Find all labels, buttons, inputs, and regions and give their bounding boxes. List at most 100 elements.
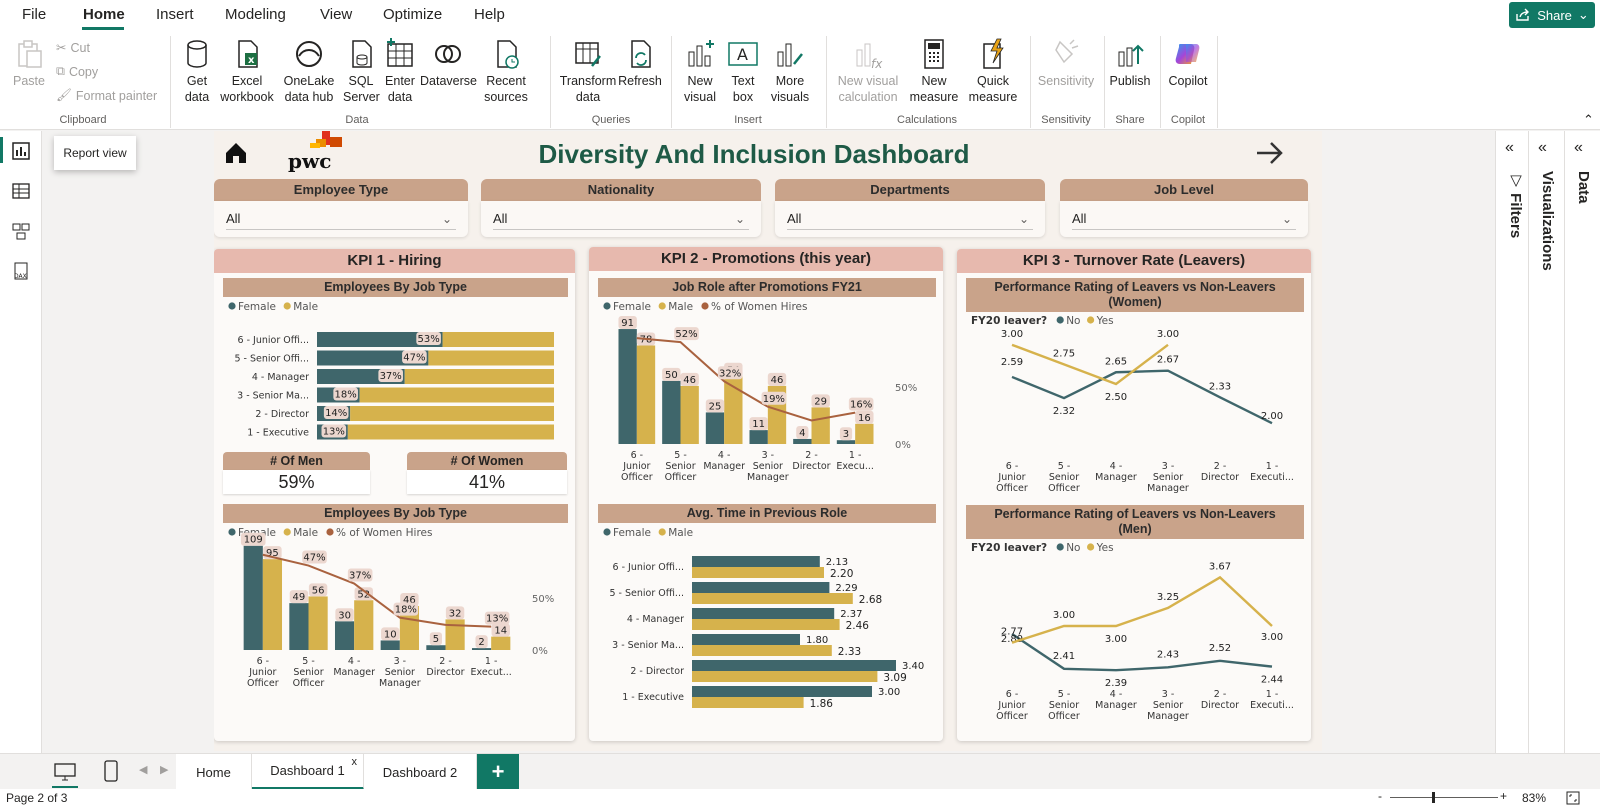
category-label: 6 - <box>1006 461 1019 472</box>
fit-to-page-icon[interactable] <box>1566 791 1580 805</box>
nationality-dropdown[interactable]: All ⌄ <box>493 208 749 230</box>
collapse-ribbon-icon[interactable]: ⌃ <box>1583 112 1594 127</box>
category-label: Manager <box>1095 472 1137 483</box>
report-view-icon[interactable] <box>11 141 31 161</box>
more-visuals-icon <box>774 38 806 70</box>
menu-file[interactable]: File <box>22 6 47 23</box>
tab-dashboard-2[interactable]: Dashboard 2 <box>364 754 477 790</box>
legend-entry: Male <box>293 301 318 313</box>
menu-view[interactable]: View <box>320 6 353 23</box>
dashboard-title: Diversity And Inclusion Dashboard <box>538 139 970 169</box>
add-page-button[interactable]: + <box>477 754 519 790</box>
new-measure-button[interactable]: New measure <box>908 38 960 105</box>
line-label-bg <box>717 366 743 380</box>
data-label: 47% <box>403 353 425 364</box>
mobile-layout-icon[interactable] <box>104 760 118 782</box>
paste-button[interactable]: Paste <box>12 38 46 89</box>
status-bar: Page 2 of 3 - + 83% <box>0 789 1600 807</box>
ribbon-separator <box>1160 36 1161 128</box>
bar-male <box>692 645 832 656</box>
chevron-double-left-icon[interactable]: « <box>1505 139 1514 156</box>
copy-button[interactable]: ⧉ Copy <box>56 64 98 79</box>
refresh-button[interactable]: Refresh <box>618 38 662 89</box>
enter-data-button[interactable]: Enter data <box>383 38 417 105</box>
data-label-female: 2.29 <box>835 583 857 594</box>
employee-type-dropdown[interactable]: All ⌄ <box>226 208 456 230</box>
quick-measure-button[interactable]: Quick measure <box>964 38 1022 105</box>
category-label: 1 - <box>1266 461 1279 472</box>
next-page-icon[interactable]: ▶ <box>160 764 169 776</box>
more-visuals-button[interactable]: More visuals <box>766 38 814 105</box>
data-label: 37% <box>380 371 402 382</box>
cut-button[interactable]: ✂ Cut <box>56 40 90 56</box>
departments-dropdown[interactable]: All ⌄ <box>787 208 1033 230</box>
onelake-button[interactable]: OneLake data hub <box>278 38 340 105</box>
legend-entry: Female <box>613 527 651 539</box>
menu-modeling[interactable]: Modeling <box>225 6 286 23</box>
filters-pane[interactable]: « ▽ Filters <box>1495 131 1528 753</box>
data-label: 2.39 <box>1105 678 1127 689</box>
category-label: Manager <box>333 667 375 678</box>
clipboard-group-label: Clipboard <box>59 114 107 126</box>
dataverse-button[interactable]: Dataverse <box>420 38 477 89</box>
tab-home[interactable]: Home <box>176 754 252 790</box>
zoom-in-icon[interactable]: + <box>1500 789 1508 803</box>
data-label: 53% <box>417 334 439 345</box>
ribbon-separator <box>671 36 672 128</box>
table-view-icon[interactable] <box>11 181 31 201</box>
tab-dashboard-1[interactable]: Dashboard 1 x <box>252 754 364 790</box>
data-label: 13% <box>323 427 345 438</box>
close-icon[interactable]: x <box>351 756 358 768</box>
menu-home[interactable]: Home <box>83 6 125 23</box>
data-pane[interactable]: « Data <box>1564 131 1600 753</box>
format-painter-button[interactable]: 🖌 Format painter <box>56 88 157 103</box>
menu-optimize[interactable]: Optimize <box>383 6 443 23</box>
leavers-women-line-chart[interactable]: FY20 leaver? No Yes 2.59 2.32 2.65 2.67 2.33 2.0… <box>957 313 1311 501</box>
new-visual-calculation-button[interactable]: fx New visual calculation <box>832 38 904 105</box>
copilot-button[interactable]: Copilot <box>1164 38 1212 89</box>
legend-marker <box>1056 316 1064 324</box>
data-label: 18% <box>335 390 357 401</box>
avg-time-previous-role-chart[interactable]: Female Male 6 - Junior Offi... 2.132.20 5 - … <box>589 525 943 740</box>
home-icon[interactable] <box>224 141 248 165</box>
bar-female <box>317 332 443 347</box>
publish-button[interactable]: Publish <box>1107 38 1153 89</box>
transform-data-button[interactable]: Transform data <box>559 38 617 105</box>
zoom-slider-thumb[interactable] <box>1432 792 1435 803</box>
desktop-layout-icon[interactable] <box>54 762 76 782</box>
employees-by-job-type-stacked-chart[interactable]: Female Male 6 - Junior Offi... 53% 5 - Senio… <box>214 299 575 444</box>
new-visual-button[interactable]: New visual <box>681 38 719 105</box>
share-button[interactable]: Share ⌄ <box>1509 2 1595 28</box>
svg-text:A: A <box>737 45 748 64</box>
data-label-male: 14 <box>494 626 507 637</box>
series-line-yes <box>1011 343 1169 386</box>
sql-server-button[interactable]: SQL Server <box>343 38 380 105</box>
prev-page-icon[interactable]: ◀ <box>139 764 148 776</box>
report-canvas[interactable]: pwc Diversity And Inclusion Dashboard Em… <box>214 131 1322 751</box>
job-level-dropdown[interactable]: All ⌄ <box>1072 208 1296 230</box>
chevron-double-left-icon[interactable]: « <box>1538 139 1547 156</box>
quick-measure-icon <box>977 38 1009 70</box>
zoom-slider-track[interactable] <box>1390 797 1498 798</box>
excel-workbook-button[interactable]: x Excel workbook <box>218 38 276 105</box>
category-label: 4 - <box>718 450 731 461</box>
text-box-button[interactable]: A Text box <box>725 38 761 105</box>
recent-sources-label: Recent sources <box>484 74 528 104</box>
model-view-icon[interactable] <box>11 221 31 241</box>
recent-sources-button[interactable]: Recent sources <box>478 38 534 105</box>
menu-insert[interactable]: Insert <box>156 6 194 23</box>
kpi2-panel: KPI 2 - Promotions (this year) Job Role … <box>589 247 943 741</box>
dax-query-view-icon[interactable]: DAX <box>11 261 31 281</box>
arrow-right-icon[interactable] <box>1255 139 1285 167</box>
chevron-double-left-icon[interactable]: « <box>1574 139 1583 156</box>
visualizations-pane[interactable]: « Visualizations <box>1528 131 1564 753</box>
leavers-men-line-chart[interactable]: FY20 leaver? No Yes 2.89 2.41 2.39 2.43 2.52 2.4… <box>957 540 1311 740</box>
get-data-button[interactable]: Get data <box>177 38 217 105</box>
legend-entry: % of Women Hires <box>711 301 807 313</box>
zoom-out-icon[interactable]: - <box>1378 789 1382 803</box>
sensitivity-button[interactable]: Sensitivity <box>1034 38 1098 89</box>
menu-help[interactable]: Help <box>474 6 505 23</box>
data-label: 2.50 <box>1105 392 1127 403</box>
